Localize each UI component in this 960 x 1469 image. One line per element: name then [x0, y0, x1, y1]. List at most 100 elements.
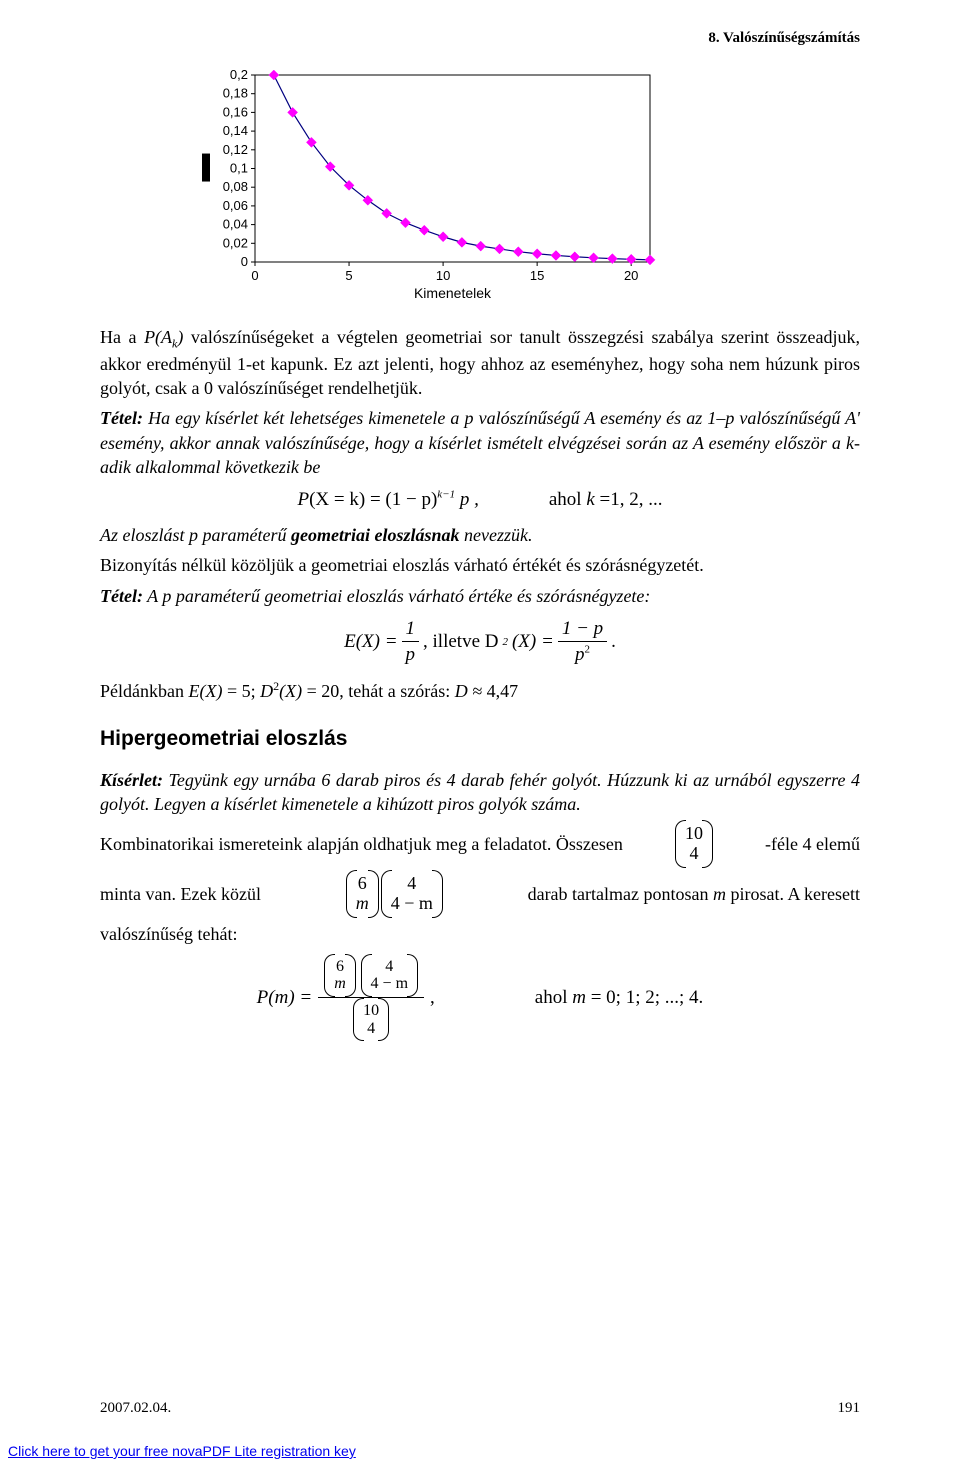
combinatorics-line-2: minta van. Ezek közül 6 m 4 4 − m darab …	[100, 872, 860, 916]
theorem-label: Tétel:	[100, 408, 143, 428]
theorem-2: Tétel: A p paraméterű geometriai eloszlá…	[100, 584, 860, 608]
body-text-block: Ha a P(Ak) valószínűségeket a végtelen g…	[100, 325, 860, 1041]
text-bold-italic: geometriai eloszlásnak	[291, 525, 460, 545]
text: -féle 4 elemű	[765, 832, 860, 856]
binomial-6-m: 6 m	[346, 872, 379, 916]
novapdf-registration-link[interactable]: Click here to get your free novaPDF Lite…	[8, 1443, 356, 1459]
text: .	[611, 629, 616, 655]
formula-hypergeometric: P(m) = 6 m 4 4 − m 10	[100, 954, 860, 1041]
text-italic: Az eloszlást p paraméterű	[100, 525, 291, 545]
svg-text:0,02: 0,02	[223, 235, 248, 250]
experiment-label: Kísérlet:	[100, 770, 163, 790]
text-italic: E(X)	[188, 681, 222, 701]
text-italic: P(A	[144, 327, 172, 347]
denominator: p	[402, 642, 420, 668]
svg-text:0,1: 0,1	[230, 161, 248, 176]
binomial-6-m: 6 m	[324, 956, 356, 995]
svg-text:15: 15	[530, 268, 544, 283]
paragraph-proof-note: Bizonyítás nélkül közöljük a geometriai …	[100, 553, 860, 577]
text: P	[298, 489, 310, 510]
equation-body: E(X) = 1 p , illetve D 2 (X) = 1 − p p2 .	[344, 616, 616, 668]
text: darab tartalmaz pontosan m pirosat. A ke…	[528, 882, 860, 906]
equation-where: ahol k =1, 2, ...	[549, 487, 663, 513]
text: =1, 2, ...	[600, 489, 663, 510]
experiment-description: Kísérlet: Tegyünk egy urnába 6 darab pir…	[100, 768, 860, 817]
svg-text:0,14: 0,14	[223, 123, 248, 138]
text: , illetve D	[423, 629, 498, 655]
text: = 0; 1; 2; ...; 4.	[586, 987, 703, 1008]
denominator: p2	[558, 642, 607, 668]
chapter-header: 8. Valószínűségszámítás	[100, 30, 860, 47]
svg-text:0,12: 0,12	[223, 142, 248, 157]
text: Kombinatorikai ismereteink alapján oldha…	[100, 832, 623, 856]
theorem-body: A p paraméterű geometriai eloszlás várha…	[143, 586, 650, 606]
superscript-k-1: k−1	[437, 489, 455, 501]
fraction-1mp-over-p2: 1 − p p2	[558, 616, 607, 668]
equation-body: P(m) = 6 m 4 4 − m 10	[257, 954, 435, 1041]
text: ,	[430, 985, 435, 1011]
experiment-body: Tegyünk egy urnába 6 darab piros és 4 da…	[100, 770, 860, 814]
svg-text:0: 0	[241, 254, 248, 269]
chart-svg: 00,020,040,060,080,10,120,140,160,180,20…	[200, 67, 660, 302]
svg-text:10: 10	[436, 268, 450, 283]
text: E(X) =	[344, 629, 397, 655]
equation-where: ahol m = 0; 1; 2; ...; 4.	[535, 985, 704, 1011]
text: (X = k)	[309, 489, 365, 510]
binomial-4-4m: 4 4 − m	[361, 956, 418, 995]
text-italic: k	[586, 489, 599, 510]
formula-expectation-variance: E(X) = 1 p , illetve D 2 (X) = 1 − p p2 .	[100, 616, 860, 668]
theorem-label: Tétel:	[100, 586, 143, 606]
numerator: 6 m 4 4 − m	[318, 954, 424, 998]
svg-text:20: 20	[624, 268, 638, 283]
svg-text:0,06: 0,06	[223, 198, 248, 213]
text: Példánkban	[100, 681, 188, 701]
text-italic: nevezzük.	[460, 525, 533, 545]
probability-therefore: valószínűség tehát:	[100, 922, 860, 946]
geometric-dist-chart: 00,020,040,060,080,10,120,140,160,180,20…	[200, 67, 860, 307]
footer-date: 2007.02.04.	[100, 1400, 171, 1417]
theorem-body: Ha egy kísérlet két lehetséges kimenetel…	[100, 408, 860, 477]
svg-text:Kimenetelek: Kimenetelek	[414, 285, 492, 301]
text: p ,	[455, 489, 479, 510]
text-italic: (X)	[279, 681, 302, 701]
binom-top: 4	[391, 874, 433, 894]
svg-text:0,16: 0,16	[223, 104, 248, 119]
paragraph-naming: Az eloszlást p paraméterű geometriai elo…	[100, 523, 860, 547]
svg-text:0,08: 0,08	[223, 179, 248, 194]
binomial-product: 6 m 4 4 − m	[346, 872, 443, 916]
numerator: 1	[402, 616, 420, 643]
binom-top: 6	[356, 874, 369, 894]
text: = 20, tehát a szórás:	[302, 681, 455, 701]
theorem-1: Tétel: Ha egy kísérlet két lehetséges ki…	[100, 406, 860, 479]
text-italic: m	[572, 987, 586, 1008]
binom-bot: 4 − m	[391, 894, 433, 914]
binomial-10-4: 10 4	[353, 1000, 389, 1039]
text: valószínűségeket a végtelen geometriai s…	[100, 327, 860, 398]
svg-text:0: 0	[251, 268, 258, 283]
text: P(m) =	[257, 985, 313, 1011]
text: ahol	[535, 987, 572, 1008]
text: (X) =	[512, 629, 554, 655]
binomial-10-4: 10 4	[675, 822, 713, 866]
footer-page-number: 191	[838, 1400, 861, 1417]
binomial-4-4m: 4 4 − m	[381, 872, 443, 916]
combinatorics-line-1: Kombinatorikai ismereteink alapján oldha…	[100, 822, 860, 866]
paragraph-intro: Ha a P(Ak) valószínűségeket a végtelen g…	[100, 325, 860, 400]
page-footer: 2007.02.04. 191	[100, 1400, 860, 1417]
text: ahol	[549, 489, 586, 510]
binom-bot: m	[356, 894, 369, 914]
section-title-hypergeometric: Hipergeometriai eloszlás	[100, 725, 860, 753]
text-italic: D ≈	[455, 681, 487, 701]
svg-text:0,18: 0,18	[223, 86, 248, 101]
svg-text:5: 5	[345, 268, 352, 283]
text: = (1 − p)	[365, 489, 437, 510]
binom-bot: 4	[685, 844, 703, 864]
fraction-hypergeo: 6 m 4 4 − m 10 4	[318, 954, 424, 1041]
formula-geometric-pmf: P(X = k) = (1 − p)k−1 p , ahol k =1, 2, …	[100, 487, 860, 513]
superscript-2: 2	[502, 635, 508, 650]
text: 4,47	[487, 681, 519, 701]
svg-text:0,2: 0,2	[230, 67, 248, 82]
equation-lhs: P(X = k) = (1 − p)k−1 p ,	[298, 487, 479, 513]
text-italic: D	[260, 681, 273, 701]
text: minta van. Ezek közül	[100, 882, 261, 906]
